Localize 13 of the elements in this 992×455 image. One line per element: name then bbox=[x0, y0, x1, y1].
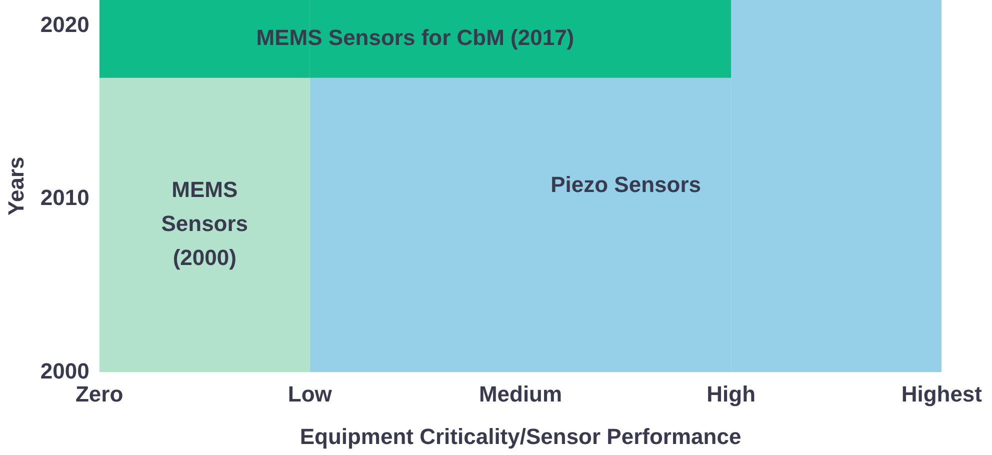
x-tick-label: Medium bbox=[478, 381, 562, 406]
y-tick-label: 2000 bbox=[40, 358, 90, 384]
x-tick-label: High bbox=[706, 381, 756, 406]
x-tick-label: Highest bbox=[901, 381, 983, 406]
y-tick-label: 2020 bbox=[40, 12, 90, 38]
y-tick-label: 2010 bbox=[40, 185, 90, 210]
series-label: MEMS Sensors (2000) bbox=[161, 177, 248, 270]
x-axis-title: Equipment Criticality/Sensor Performance bbox=[300, 424, 742, 449]
x-tick-label: Low bbox=[288, 381, 333, 406]
series-label: MEMS Sensors for CbM (2017) bbox=[256, 25, 574, 50]
y-axis-title: Years bbox=[3, 156, 28, 216]
x-tick-label: Zero bbox=[76, 381, 124, 406]
series-label: Piezo Sensors bbox=[550, 172, 701, 198]
